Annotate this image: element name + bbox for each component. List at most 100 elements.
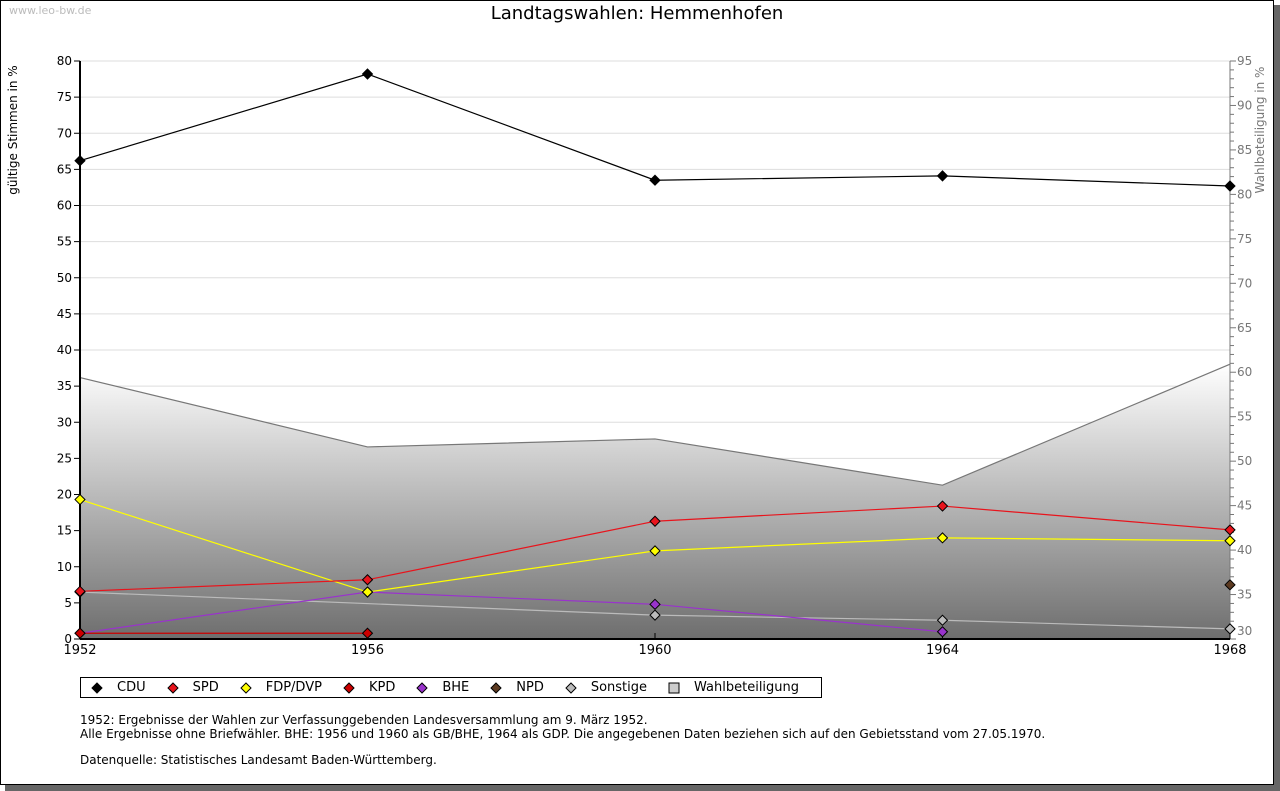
- y2-tick-label: 65: [1237, 321, 1252, 335]
- legend-diamond-icon: [91, 681, 103, 694]
- y-tick-label: 15: [57, 524, 72, 538]
- marker-spd: [1224, 524, 1236, 536]
- y-tick-label: 0: [64, 632, 72, 646]
- marker-sonstige: [649, 609, 661, 621]
- turnout-area-fill: [80, 364, 1230, 639]
- legend-diamond-icon: [416, 681, 429, 694]
- legend-diamond-icon: [343, 681, 355, 694]
- y-tick-label: 50: [57, 271, 72, 285]
- legend-square-icon: [668, 682, 680, 693]
- y-tick-label: 45: [57, 307, 72, 321]
- y-tick-label: 5: [64, 596, 72, 610]
- y-axis-label: gültige Stimmen in %: [6, 65, 20, 194]
- legend-label: FDP/DVP: [265, 680, 322, 695]
- x-tick-label: 1960: [638, 643, 671, 658]
- legend-label: CDU: [117, 680, 146, 695]
- marker-spd: [74, 585, 86, 598]
- marker-sonstige: [1224, 623, 1236, 635]
- y2-tick-label: 80: [1237, 187, 1252, 201]
- legend-label: NPD: [516, 680, 544, 695]
- chart-title: Landtagswahlen: Hemmenhofen: [490, 3, 784, 24]
- marker-fdp-dvp: [74, 493, 86, 506]
- frame-shadow-bottom: [5, 785, 1280, 791]
- marker-bhe: [936, 626, 949, 638]
- marker-kpd: [74, 627, 86, 639]
- y2-tick-label: 90: [1237, 98, 1252, 112]
- y-tick-label: 10: [57, 560, 72, 574]
- y2-tick-label: 85: [1237, 143, 1252, 157]
- line-bhe: [79, 591, 943, 634]
- y-tick-label: 65: [57, 162, 72, 176]
- y-tick-label: 70: [57, 126, 72, 140]
- y-tick-label: 20: [57, 488, 72, 502]
- series-markers: [74, 68, 1236, 639]
- y2-tick-label: 40: [1237, 543, 1252, 557]
- legend-item-npd: NPD: [489, 680, 544, 695]
- legend-diamond-icon: [166, 681, 179, 694]
- marker-spd: [649, 515, 661, 527]
- marker-kpd: [361, 627, 374, 639]
- marker-spd: [936, 500, 949, 512]
- marker-fdp-dvp: [649, 545, 661, 557]
- y2-tick-label: 60: [1237, 365, 1252, 379]
- legend-label: Sonstige: [590, 680, 648, 695]
- marker-npd: [1224, 579, 1236, 591]
- y2-tick-label: 70: [1237, 276, 1252, 290]
- legend-label: SPD: [192, 680, 219, 695]
- legend-diamond-icon: [565, 681, 577, 694]
- legend-item-bhe: BHE: [415, 680, 469, 695]
- marker-cdu: [1224, 180, 1236, 192]
- note-1952: 1952: Ergebnisse der Wahlen zur Verfassu…: [80, 713, 648, 727]
- marker-fdp-dvp: [361, 586, 374, 598]
- x-tick-label: 1964: [926, 643, 959, 658]
- chart-plot: 0 5 10 15 20 25 30 35 40 45 50 55 60 65 70 75 80 30 35 40 45…: [6, 54, 1267, 658]
- legend-label: KPD: [368, 680, 396, 695]
- legend-label: BHE: [442, 680, 470, 695]
- y-tick-label: 35: [57, 379, 72, 393]
- legend-label: Wahlbeteiligung: [694, 680, 800, 695]
- x-tick-label: 1968: [1213, 643, 1246, 658]
- marker-fdp-dvp: [936, 532, 949, 544]
- marker-cdu: [936, 170, 949, 182]
- y-tick-label: 25: [57, 451, 72, 465]
- legend: CDU SPD FDP/DVP KPD BHE NPD Sonstige Wahlbeteil…: [80, 677, 822, 698]
- y2-tick-label: 30: [1237, 624, 1252, 638]
- y2-tick-label: 95: [1237, 54, 1252, 68]
- y2-tick-label: 50: [1237, 454, 1252, 468]
- legend-diamond-icon: [240, 681, 252, 694]
- turnout-line: [79, 363, 1231, 486]
- y2-tick-label: 55: [1237, 410, 1252, 424]
- watermark: www.leo-bw.de: [9, 4, 92, 17]
- y2-tick-label: 45: [1237, 499, 1252, 513]
- marker-cdu: [74, 154, 86, 167]
- marker-fdp-dvp: [1224, 535, 1236, 547]
- data-source: Datenquelle: Statistisches Landesamt Bad…: [80, 753, 437, 767]
- note-briefwaehler: Alle Ergebnisse ohne Briefwähler. BHE: 1…: [80, 727, 1046, 741]
- axes: 0 5 10 15 20 25 30 35 40 45 50 55 60 65 70 75 80 30 35 40 45…: [57, 54, 1253, 658]
- legend-item-fdp-dvp: FDP/DVP: [239, 680, 322, 695]
- legend-item-spd: SPD: [166, 680, 219, 695]
- frame-shadow-right: [1274, 5, 1280, 791]
- y-tick-label: 75: [57, 90, 72, 104]
- marker-sonstige: [936, 614, 949, 626]
- y2-axis-label: Wahlbeteiligung in %: [1253, 67, 1267, 194]
- turnout-area: [79, 363, 1231, 639]
- y-tick-label: 40: [57, 343, 72, 357]
- y-tick-label: 80: [57, 54, 72, 68]
- legend-item-kpd: KPD: [342, 680, 395, 695]
- y-tick-label: 60: [57, 199, 72, 213]
- legend-item-cdu: CDU: [90, 680, 146, 695]
- y2-tick-label: 75: [1237, 232, 1252, 246]
- legend-diamond-icon: [490, 681, 502, 694]
- x-tick-label: 1952: [63, 643, 96, 658]
- x-tick-label: 1956: [351, 643, 384, 658]
- y-tick-label: 30: [57, 415, 72, 429]
- marker-spd: [361, 574, 374, 586]
- marker-bhe: [649, 598, 661, 611]
- marker-cdu: [361, 68, 374, 80]
- legend-item-sonstige: Sonstige: [564, 680, 647, 695]
- legend-item-wahlbeteiligung: Wahlbeteiligung: [667, 680, 799, 695]
- marker-cdu: [649, 174, 661, 186]
- y2-tick-label: 35: [1237, 588, 1252, 602]
